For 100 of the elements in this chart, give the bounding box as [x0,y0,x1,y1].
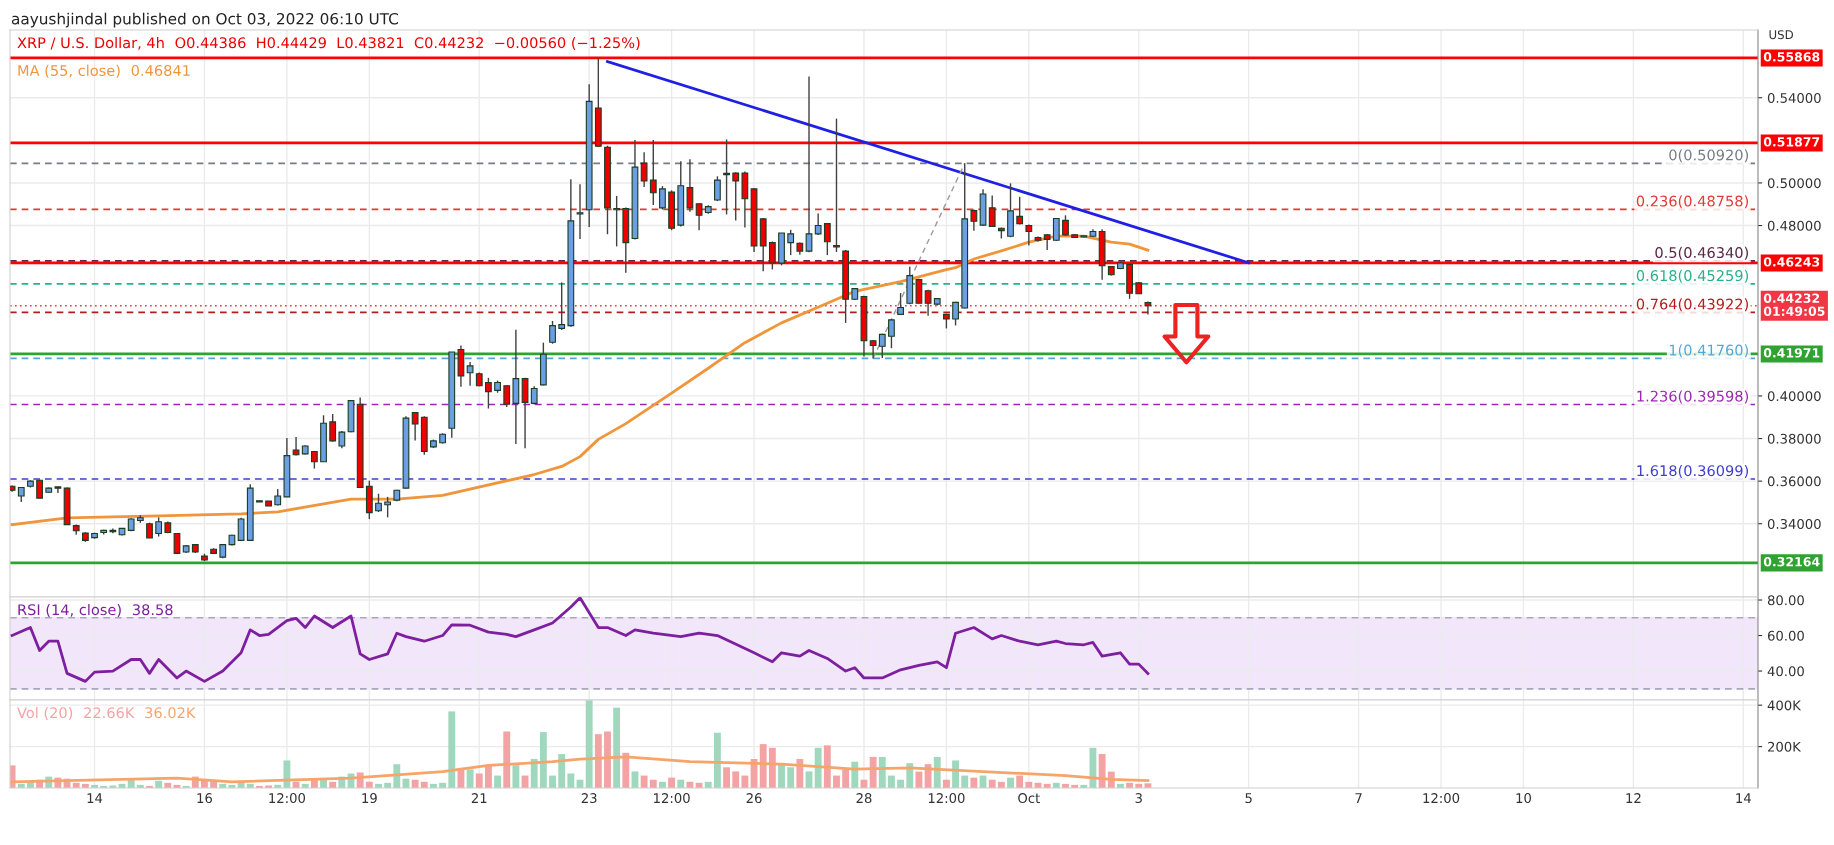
bar [732,771,740,788]
candlestick [1144,300,1152,316]
candlestick [649,139,657,206]
candlestick [576,183,584,240]
bar [622,752,630,788]
bar [768,747,776,788]
x-tick-label: 21 [471,793,487,803]
candlestick [155,516,163,538]
candlestick [466,361,474,387]
candlestick [714,175,721,202]
ref-line-label: 0.5(0.46340) [1655,246,1749,260]
bar [613,707,621,788]
text: Vol (20) [17,706,73,720]
bar [787,767,795,788]
ref-line-label: 0.236(0.48758) [1636,195,1749,209]
x-tick-label: 28 [856,793,872,804]
ref-line-label: 1(0.41760) [1669,344,1749,358]
bar [842,769,850,788]
bar [823,745,831,788]
bar [723,767,730,788]
candlestick [1043,233,1051,251]
candlestick [54,486,62,494]
ref-line-label: 0.44232 01:49:05 [1763,293,1825,316]
candlestick [503,384,511,408]
candlestick [329,413,337,443]
candlestick [411,411,419,442]
bar [604,731,611,788]
y-tick-label: 0.48000 [1767,220,1821,231]
bar [906,763,914,788]
annotation: O0.44386 H0.44429 L0.43821 C0.44232 −0.00560 (−1.25%) [175,36,640,50]
candlestick [897,292,904,316]
ref-line-label: 1.618(0.36099) [1637,464,1749,478]
x-tick-label: 10 [1516,793,1531,804]
candlestick [659,185,666,211]
y-tick-label: 60.00 [1767,630,1804,641]
x-tick-label: 5 [1245,793,1252,804]
line-series [10,597,1150,683]
x-tick-label: 19 [362,793,377,804]
y-tick-label: 80.00 [1767,595,1804,606]
x-tick-label: 7 [1355,793,1362,803]
candlestick [695,202,703,231]
bar [915,771,923,788]
annotation: 36.02K [145,707,196,719]
series-label: RSI (14, close) [18,603,121,617]
x-tick-label: 12 [1626,793,1641,803]
ref-line-label: 0.55868 [1763,52,1820,62]
candlestick [878,333,886,359]
bar [888,775,895,788]
bar [484,765,492,788]
candlestick [723,138,730,216]
y-tick-label: 0.34000 [1767,518,1821,529]
bar [567,773,575,788]
ref-line-label: 0.51877 [1763,137,1820,147]
line-series [10,234,1150,526]
x-tick-label: 12:00 [269,793,306,804]
y-tick-label: 0.38000 [1767,433,1821,444]
bar [1098,754,1106,788]
candlestick [292,436,300,457]
candlestick [814,212,822,236]
chart-title: aayushjindal published on Oct 03, 2022 06:10 UTC [11,12,398,28]
candlestick [869,339,877,360]
x-tick-label: 12:00 [928,793,965,804]
x-tick-label: Oct [1018,793,1040,804]
candlestick [1052,217,1060,242]
candlestick [915,278,923,304]
annotation: 38.58 [132,604,173,616]
candlestick [558,281,566,331]
candlestick [823,222,831,256]
bar [759,744,767,788]
ref-line-label: 0.46243 [1763,257,1820,267]
y-tick-label: 400K [1767,700,1802,711]
bar [833,775,840,788]
annotation: 22.66K [84,707,135,719]
y-tick-label: 0.36000 [1767,476,1821,487]
text: XRP / U.S. Dollar, 4h [17,36,164,50]
candlestick [1025,223,1033,247]
candlestick [768,240,776,271]
bar [594,734,602,788]
bar [448,711,456,788]
candlestick [833,117,840,253]
y-tick-label: 0.40000 [1767,391,1821,402]
bar [558,754,566,788]
bar [503,731,511,788]
bar [512,765,520,788]
ref-line-label: 0.764(0.43922) [1636,298,1749,312]
candlestick [549,320,556,345]
bar [549,775,556,788]
candlestick [1016,196,1024,226]
x-tick-label: 3 [1135,793,1142,804]
y-tick-label: 0.50000 [1767,178,1821,189]
ref-line-label: 0.32164 [1763,557,1820,567]
x-tick-label: 26 [746,793,762,804]
candlestick [924,289,932,317]
candlestick [521,377,529,450]
ref-line-label: 0.41971 [1763,348,1820,358]
y-tick-label: 0.54000 [1767,92,1821,103]
bar [539,732,547,788]
x-tick-label: 12:00 [1423,793,1460,804]
x-tick-label: 12:00 [654,793,690,804]
ref-line-label: 1.236(0.39598) [1637,390,1749,404]
